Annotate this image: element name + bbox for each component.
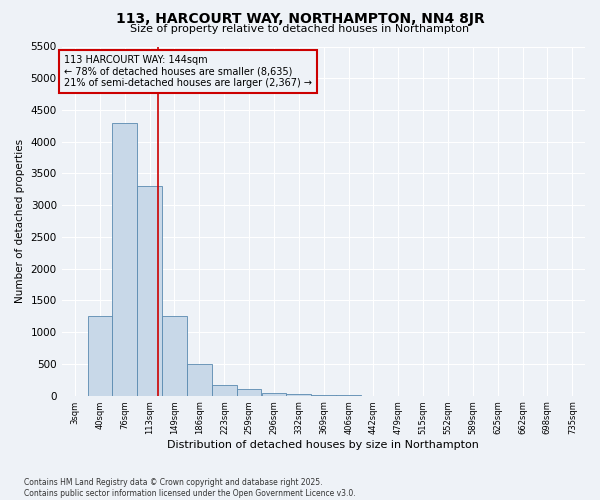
Bar bbox=[311, 395, 336, 396]
X-axis label: Distribution of detached houses by size in Northampton: Distribution of detached houses by size … bbox=[167, 440, 479, 450]
Bar bbox=[187, 364, 212, 396]
Bar bbox=[112, 122, 137, 396]
Bar bbox=[236, 390, 262, 396]
Y-axis label: Number of detached properties: Number of detached properties bbox=[15, 139, 25, 303]
Bar bbox=[137, 186, 162, 396]
Text: Contains HM Land Registry data © Crown copyright and database right 2025.
Contai: Contains HM Land Registry data © Crown c… bbox=[24, 478, 356, 498]
Text: 113 HARCOURT WAY: 144sqm
← 78% of detached houses are smaller (8,635)
21% of sem: 113 HARCOURT WAY: 144sqm ← 78% of detach… bbox=[64, 55, 312, 88]
Text: 113, HARCOURT WAY, NORTHAMPTON, NN4 8JR: 113, HARCOURT WAY, NORTHAMPTON, NN4 8JR bbox=[116, 12, 484, 26]
Bar bbox=[162, 316, 187, 396]
Bar bbox=[262, 392, 286, 396]
Text: Size of property relative to detached houses in Northampton: Size of property relative to detached ho… bbox=[130, 24, 470, 34]
Bar bbox=[286, 394, 311, 396]
Bar bbox=[212, 384, 237, 396]
Bar bbox=[88, 316, 112, 396]
